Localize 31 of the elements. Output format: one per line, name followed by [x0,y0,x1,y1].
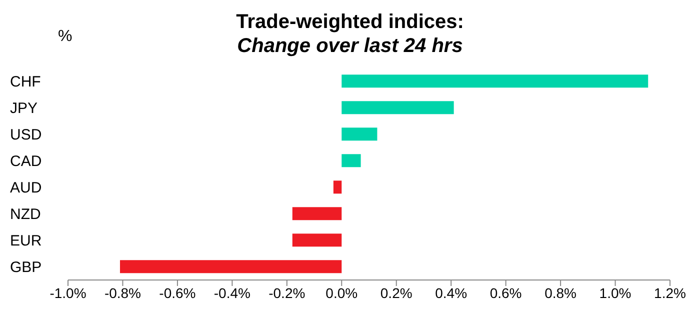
x-tick-label: 0.0% [326,284,358,301]
x-tick-label: 0.4% [435,284,468,301]
x-tick-label: 1.0% [599,284,632,301]
bar [333,180,342,194]
bar [342,74,648,88]
bar [342,101,454,114]
chart-subtitle: Change over last 24 hrs [237,35,463,57]
bar [292,207,342,220]
y-tick-label: CHF [10,74,41,91]
x-tick-label: -0.4% [214,284,250,301]
y-tick-label: EUR [10,232,42,250]
bar [342,128,378,141]
x-tick-label: 0.8% [544,284,577,301]
bar [292,234,342,247]
y-tick-label: CAD [10,153,42,170]
y-axis-title: % [58,28,72,46]
bar [120,260,342,274]
x-tick-label: -0.6% [159,284,196,301]
y-tick-label: USD [10,126,42,144]
y-tick-label: JPY [10,100,38,118]
x-tick-label: 0.6% [490,284,522,301]
x-tick-label: 0.2% [380,284,412,301]
bar [342,154,361,168]
y-tick-label: AUD [10,180,42,197]
y-tick-label: GBP [10,259,42,276]
chart-title: Trade-weighted indices: [236,11,464,33]
x-tick-label: -0.2% [268,284,306,301]
x-tick-label: -1.0% [50,284,86,301]
y-tick-label: NZD [10,206,41,224]
x-tick-label: 1.2% [654,284,686,301]
x-tick-label: -0.8% [104,284,142,301]
